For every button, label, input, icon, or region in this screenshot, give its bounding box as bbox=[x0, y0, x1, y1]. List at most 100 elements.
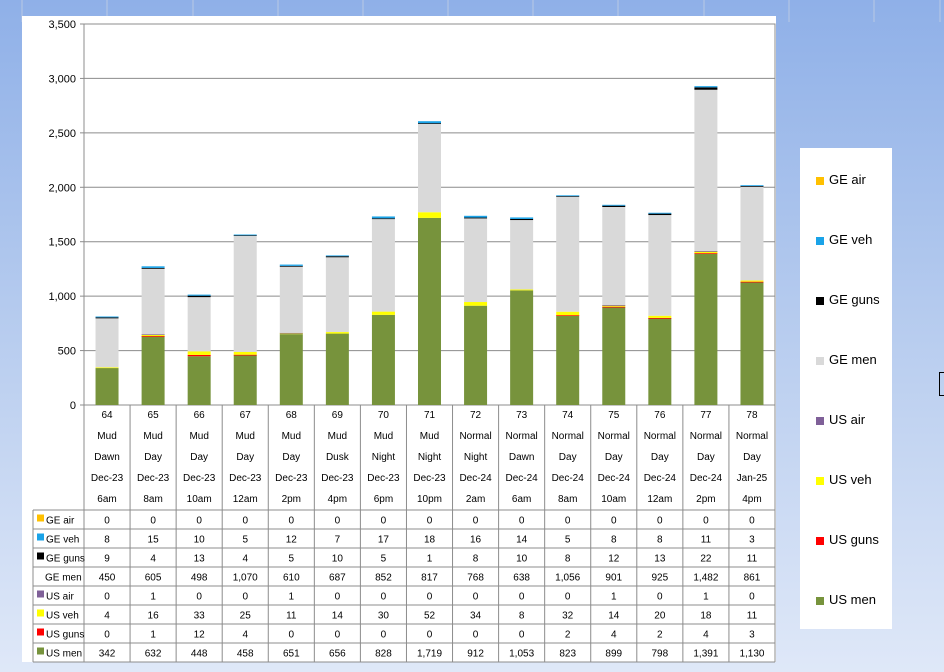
bar-segment bbox=[141, 268, 165, 335]
category-label: 12am bbox=[647, 494, 672, 505]
bar-segment bbox=[694, 89, 718, 252]
table-cell: 0 bbox=[703, 516, 709, 527]
category-label: Day bbox=[743, 452, 761, 463]
bar-segment bbox=[464, 217, 488, 219]
bar-segment bbox=[418, 212, 441, 218]
y-tick-label: 500 bbox=[58, 346, 76, 358]
category-label: 75 bbox=[608, 410, 620, 421]
y-tick-label: 3,500 bbox=[48, 19, 76, 31]
bar-segment bbox=[95, 318, 119, 368]
legend-label: US guns bbox=[829, 532, 879, 547]
category-label: Night bbox=[418, 452, 442, 463]
legend-item: GE guns bbox=[816, 292, 880, 307]
table-cell: 0 bbox=[473, 630, 479, 641]
resize-cursor bbox=[939, 372, 944, 396]
category-label: 72 bbox=[470, 410, 482, 421]
bar-segment bbox=[233, 351, 257, 355]
legend-item: US air bbox=[816, 412, 865, 427]
category-label: 70 bbox=[378, 410, 390, 421]
legend-key bbox=[816, 356, 824, 365]
table-cell: 0 bbox=[104, 630, 110, 641]
bar-segment bbox=[602, 307, 626, 405]
legend-item: US guns bbox=[816, 532, 879, 547]
table-cell: 817 bbox=[421, 573, 438, 584]
bar-segment bbox=[187, 356, 211, 405]
table-cell: 1,070 bbox=[233, 573, 258, 584]
table-cell: 1 bbox=[150, 592, 156, 603]
table-cell: 0 bbox=[104, 516, 110, 527]
table-cell: 1 bbox=[703, 592, 709, 603]
chart-legend: GE air GE veh GE guns GE men US air US veh US … bbox=[800, 148, 892, 629]
table-cell: 12 bbox=[286, 535, 298, 546]
bar-segment bbox=[694, 87, 718, 90]
table-cell: 925 bbox=[651, 573, 668, 584]
bar-segment bbox=[556, 195, 580, 197]
category-label: 6pm bbox=[374, 494, 393, 505]
table-cell: 1,056 bbox=[555, 573, 580, 584]
y-tick-label: 1,000 bbox=[48, 291, 76, 303]
table-cell: 5 bbox=[242, 535, 248, 546]
table-cell: 8 bbox=[611, 535, 617, 546]
bar-segment bbox=[371, 218, 395, 312]
bar-segment bbox=[279, 264, 303, 266]
table-cell: 912 bbox=[467, 649, 484, 660]
table-cell: 0 bbox=[427, 516, 433, 527]
table-cell: 0 bbox=[749, 592, 755, 603]
table-cell: 4 bbox=[242, 630, 248, 641]
table-cell: 0 bbox=[427, 630, 433, 641]
bar-segment bbox=[648, 318, 672, 405]
table-cell: 0 bbox=[657, 592, 663, 603]
table-cell: 14 bbox=[608, 611, 620, 622]
bar-segment bbox=[187, 354, 211, 357]
category-label: Mud bbox=[420, 431, 439, 442]
bar-segment bbox=[648, 212, 672, 214]
table-cell: 16 bbox=[470, 535, 482, 546]
table-cell: 687 bbox=[329, 573, 346, 584]
category-label: Mud bbox=[282, 431, 301, 442]
legend-item: GE men bbox=[816, 352, 877, 367]
bar-segment bbox=[141, 336, 165, 405]
y-tick-label: 0 bbox=[70, 400, 76, 412]
category-label: Normal bbox=[736, 431, 768, 442]
category-label: 4pm bbox=[742, 494, 761, 505]
legend-key bbox=[816, 536, 824, 545]
table-cell: 1 bbox=[150, 630, 156, 641]
category-label: Day bbox=[651, 452, 669, 463]
table-cell: 20 bbox=[654, 611, 666, 622]
category-label: Dec-24 bbox=[506, 473, 539, 484]
table-cell: 0 bbox=[565, 516, 571, 527]
table-row-label: GE veh bbox=[46, 535, 79, 546]
bar-segment bbox=[95, 367, 119, 369]
bar-segment bbox=[95, 367, 119, 405]
bar-segment bbox=[648, 213, 672, 216]
bar-segment bbox=[141, 334, 165, 337]
category-label: 10am bbox=[187, 494, 212, 505]
table-cell: 4 bbox=[611, 630, 617, 641]
bar-segment bbox=[740, 185, 764, 187]
table-cell: 342 bbox=[99, 649, 116, 660]
window-grid-lines bbox=[21, 0, 941, 22]
legend-label: GE men bbox=[829, 352, 877, 367]
category-label: Day bbox=[236, 452, 254, 463]
table-cell: 25 bbox=[240, 611, 252, 622]
bar-segment bbox=[325, 255, 349, 257]
bar-segment bbox=[740, 280, 764, 282]
bar-segment bbox=[233, 355, 257, 405]
table-cell: 899 bbox=[605, 649, 622, 660]
table-legend-key bbox=[37, 647, 44, 655]
category-label: 76 bbox=[654, 410, 666, 421]
bar-segment bbox=[694, 86, 718, 88]
bar-segment bbox=[464, 218, 488, 303]
bar-segment bbox=[648, 317, 672, 319]
bar-segment bbox=[187, 351, 211, 355]
table-cell: 14 bbox=[516, 535, 528, 546]
table-cell: 0 bbox=[104, 592, 110, 603]
category-label: Day bbox=[559, 452, 577, 463]
category-label: Dec-24 bbox=[690, 473, 723, 484]
table-cell: 1,130 bbox=[739, 649, 764, 660]
table-cell: 10 bbox=[332, 554, 344, 565]
legend-label: US veh bbox=[829, 472, 872, 487]
bar-segment bbox=[464, 305, 488, 405]
bar-segment bbox=[233, 234, 257, 236]
